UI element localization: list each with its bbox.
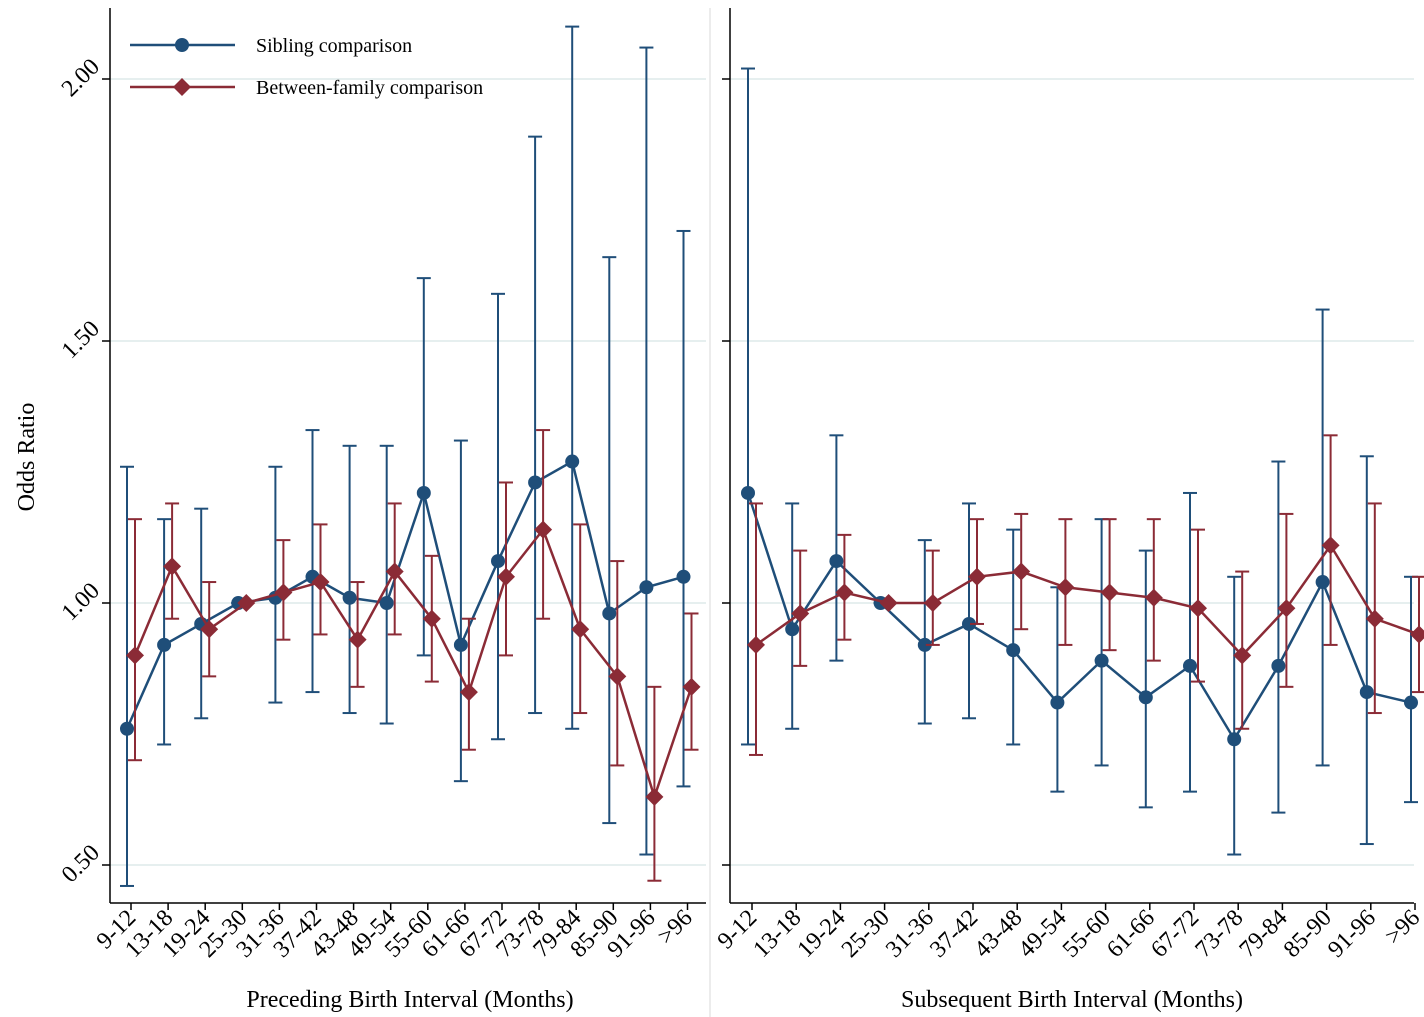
- data-point: [1050, 695, 1065, 710]
- data-point: [608, 667, 627, 686]
- data-point: [379, 596, 394, 610]
- data-point: [453, 637, 468, 652]
- x-tick-label: 49-54: [1014, 905, 1072, 963]
- data-point: [491, 554, 505, 569]
- data-point: [676, 569, 691, 584]
- x-tick-label: 19-24: [793, 905, 851, 963]
- data-point: [968, 567, 986, 586]
- data-point: [791, 604, 810, 623]
- data-point: [1100, 583, 1119, 602]
- data-point: [879, 594, 898, 612]
- data-point: [917, 637, 932, 652]
- data-point: [416, 485, 431, 500]
- data-point: [274, 583, 293, 602]
- y-tick-label: 1.00: [57, 578, 105, 626]
- series-sibling: [120, 25, 691, 887]
- data-point: [645, 787, 664, 806]
- right-panel-subsequent-interval: 9-1213-1819-2425-3031-3637-4243-4849-545…: [713, 8, 1424, 1013]
- data-point: [1183, 658, 1197, 673]
- data-point: [528, 475, 543, 490]
- y-axis-title: Odds Ratio: [14, 403, 40, 512]
- data-point: [1315, 575, 1330, 590]
- data-point: [1410, 625, 1424, 644]
- data-point: [1138, 690, 1153, 705]
- data-point: [1271, 658, 1286, 673]
- data-point: [163, 557, 182, 576]
- data-point: [1094, 653, 1109, 668]
- x-tick-label: 37-42: [925, 905, 983, 963]
- data-point: [534, 520, 553, 539]
- y-tick-label: 2.00: [57, 54, 105, 102]
- data-point: [1056, 578, 1075, 597]
- legend: Sibling comparison Between-family compari…: [130, 35, 483, 99]
- data-point: [829, 554, 844, 569]
- x-tick-label: 43-48: [969, 905, 1027, 963]
- data-point: [682, 677, 701, 696]
- data-point: [785, 622, 800, 637]
- x-tick-label: 85-90: [1279, 905, 1337, 963]
- data-point: [923, 594, 942, 612]
- x-tick-label: 73-78: [1190, 905, 1248, 963]
- data-point: [1321, 536, 1340, 555]
- data-point: [1006, 643, 1021, 658]
- x-axis-title: Preceding Birth Interval (Months): [246, 987, 573, 1013]
- data-point: [200, 620, 219, 639]
- data-point: [157, 637, 172, 652]
- data-point: [422, 609, 441, 628]
- series-between-family: [747, 434, 1424, 756]
- data-point: [639, 580, 654, 595]
- data-point: [1012, 562, 1031, 581]
- data-point: [311, 573, 330, 592]
- series-line: [133, 527, 693, 801]
- series-sibling: [741, 67, 1418, 856]
- data-point: [1233, 646, 1252, 665]
- x-tick-label: >96: [1380, 905, 1424, 950]
- y-tick-label: 0.50: [57, 840, 105, 888]
- series-between-family: [126, 429, 701, 882]
- data-point: [342, 590, 357, 605]
- data-point: [835, 583, 854, 602]
- series-line: [125, 459, 684, 730]
- data-point: [1144, 588, 1163, 607]
- x-tick-label: 25-30: [837, 905, 895, 963]
- y-tick-label: 1.50: [57, 316, 105, 364]
- series-line: [755, 543, 1420, 658]
- data-point: [747, 635, 765, 654]
- x-axis-title: Subsequent Birth Interval (Months): [901, 987, 1243, 1013]
- data-point: [237, 594, 256, 612]
- data-point: [1404, 695, 1418, 710]
- left-panel-preceding-interval: 0.501.001.502.009-1213-1819-2425-3031-36…: [57, 8, 706, 1013]
- data-point: [1365, 609, 1384, 628]
- x-tick-label: 61-66: [1102, 905, 1160, 963]
- legend-marker: [175, 38, 189, 52]
- data-point: [120, 721, 134, 736]
- data-point: [602, 606, 617, 621]
- x-tick-label: 31-36: [881, 905, 939, 963]
- data-point: [741, 485, 755, 500]
- data-point: [571, 620, 590, 639]
- data-point: [1227, 732, 1242, 747]
- legend-label: Sibling comparison: [256, 35, 412, 57]
- data-point: [126, 646, 144, 665]
- x-tick-label: 13-18: [748, 905, 806, 963]
- series-line: [746, 492, 1412, 742]
- data-point: [497, 567, 515, 586]
- data-point: [565, 454, 580, 469]
- x-tick-label: 91-96: [1323, 905, 1381, 963]
- x-tick-label: >96: [653, 905, 698, 950]
- data-point: [962, 616, 976, 631]
- x-tick-label: 79-84: [1235, 905, 1293, 963]
- data-point: [1189, 599, 1207, 618]
- data-point: [385, 562, 404, 581]
- legend-marker: [173, 78, 191, 96]
- x-tick-label: 67-72: [1146, 905, 1204, 963]
- data-point: [348, 630, 367, 649]
- data-point: [1277, 599, 1296, 618]
- legend-label: Between-family comparison: [256, 77, 483, 99]
- data-point: [459, 683, 478, 702]
- x-tick-label: 55-60: [1058, 905, 1116, 963]
- data-point: [1359, 685, 1374, 700]
